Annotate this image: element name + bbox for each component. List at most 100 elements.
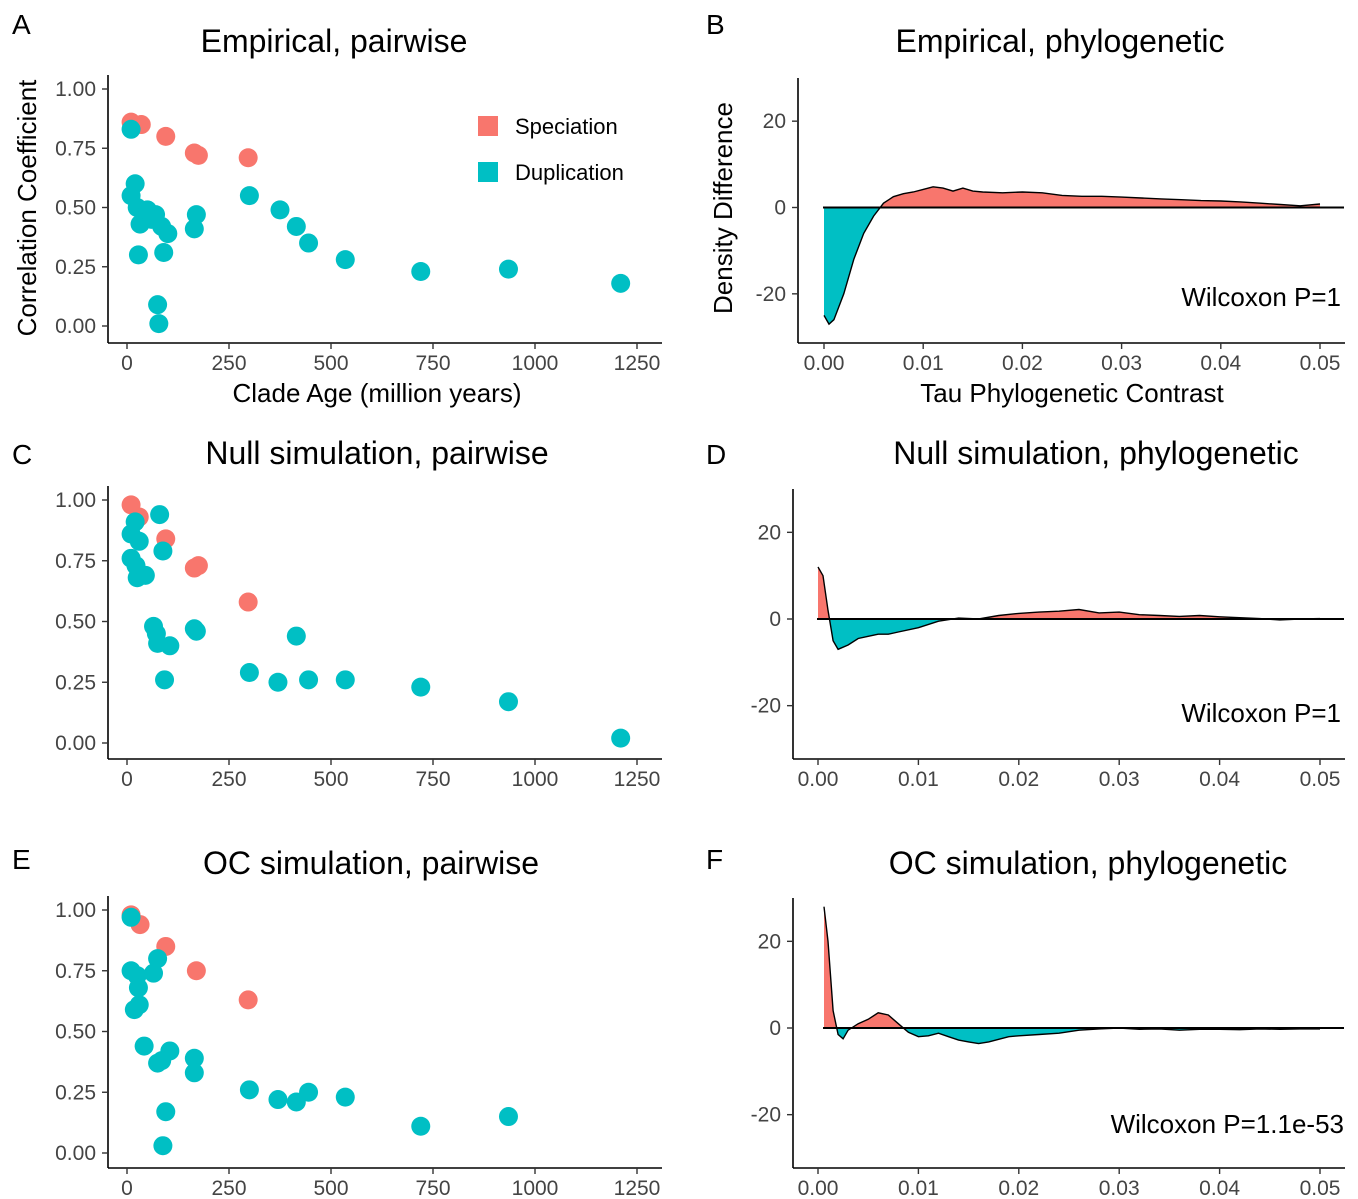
- panel-c-x-tick-label: 750: [415, 768, 450, 791]
- panel-e-point-duplication: [148, 949, 168, 969]
- panel-e-plot: 0 250 500 750 1000 1250 0.00 0.25 0.50 0.75 1.00: [55, 896, 662, 1199]
- panel-f-y-tick-label: -20: [751, 1104, 781, 1127]
- legend-swatch-duplication: [478, 162, 498, 182]
- panel-a-point-speciation: [188, 145, 208, 165]
- panel-d-y-tick-label: -20: [751, 695, 781, 718]
- panel-b-x-tick-label: 0.04: [1200, 352, 1241, 375]
- panel-c-y-tick-label: 0.25: [55, 671, 96, 694]
- panel-e-point-duplication: [134, 1036, 154, 1056]
- panel-c-point-duplication: [150, 505, 170, 525]
- panel-e-y-tick-label: 0.25: [55, 1081, 96, 1104]
- panel-c-point-duplication: [268, 672, 288, 692]
- panel-e-point-duplication: [299, 1082, 319, 1102]
- panel-e-y-tick-label: 0.75: [55, 960, 96, 983]
- panel-e-point-duplication: [239, 1080, 259, 1100]
- panel-a-x-tick-label: 1000: [512, 352, 559, 375]
- panel-a-y-tick-label: 0.75: [55, 137, 96, 160]
- legend-label-duplication: Duplication: [515, 160, 624, 185]
- panel-a-y-tick-label: 0.50: [55, 197, 96, 220]
- panel-e-point-duplication: [129, 995, 149, 1015]
- panel-c-point-duplication: [411, 677, 431, 697]
- panel-a-point-duplication: [286, 216, 306, 236]
- panel-e-point-duplication: [335, 1087, 355, 1107]
- panel-d-annotation: Wilcoxon P=1: [1181, 698, 1341, 728]
- panel-c-x-tick-label: 250: [211, 768, 246, 791]
- panel-f-x-tick-label: 0.02: [998, 1177, 1039, 1199]
- panel-e-point-duplication: [184, 1063, 204, 1083]
- panel-b-x-tick-label: 0.05: [1300, 352, 1341, 375]
- panel-a-title: Empirical, pairwise: [201, 23, 468, 59]
- panel-a-point-duplication: [121, 119, 141, 139]
- panel-e-x-tick-label: 1250: [614, 1177, 661, 1199]
- legend-label-speciation: Speciation: [515, 114, 618, 139]
- panel-label-f: F: [706, 844, 723, 875]
- panel-e-x-tick-label: 1000: [512, 1177, 559, 1199]
- panel-e-point-duplication: [156, 1102, 176, 1122]
- panel-e-point-speciation: [186, 961, 206, 981]
- panel-a-point-duplication: [128, 245, 148, 265]
- panel-d-area-positive: [818, 567, 830, 619]
- panel-a-y-axis-label: Correlation Coefficient: [12, 79, 42, 337]
- panel-b-x-tick-label: 0.03: [1101, 352, 1142, 375]
- panel-d-area-negative: [829, 619, 953, 650]
- panel-f-x-tick-label: 0.04: [1199, 1177, 1240, 1199]
- panel-a-y-tick-label: 0.00: [55, 315, 96, 338]
- panel-c-y-tick-label: 0.00: [55, 732, 96, 755]
- panel-a-x-tick-label: 250: [211, 352, 246, 375]
- panel-a-x-tick-label: 500: [313, 352, 348, 375]
- panel-f-area-positive: [851, 1012, 904, 1028]
- panel-f-x-tick-label: 0.01: [898, 1177, 939, 1199]
- panel-a-x-tick-label: 1250: [614, 352, 661, 375]
- panel-a-point-duplication: [186, 205, 206, 225]
- panel-a-point-speciation: [238, 148, 258, 168]
- panel-f-x-tick-label: 0.03: [1099, 1177, 1140, 1199]
- panel-c-point-duplication: [125, 512, 145, 532]
- panel-e-point-duplication: [498, 1107, 518, 1127]
- panel-e-point-duplication: [153, 1136, 173, 1156]
- panel-e-title: OC simulation, pairwise: [203, 845, 539, 881]
- panel-b-x-tick-label: 0.01: [903, 352, 944, 375]
- panel-c-point-duplication: [155, 670, 175, 690]
- panel-c-title: Null simulation, pairwise: [205, 435, 548, 471]
- panel-b-x-tick-label: 0.00: [804, 352, 845, 375]
- panel-d-density-line: [817, 566, 1321, 651]
- panel-f-annotation: Wilcoxon P=1.1e-53: [1111, 1109, 1344, 1139]
- panel-c-point-duplication: [498, 692, 518, 712]
- panel-label-b: B: [706, 9, 725, 40]
- panel-e-point-duplication: [268, 1090, 288, 1110]
- panel-e-y-tick-label: 0.00: [55, 1142, 96, 1165]
- panel-a-plot: 0 250 500 750 1000 1250 0.00 0.25 0.50 0.75 1.00: [55, 75, 662, 375]
- panel-e-x-tick-label: 250: [211, 1177, 246, 1199]
- panel-a-x-axis-label: Clade Age (million years): [232, 378, 521, 408]
- panel-c-point-duplication: [286, 626, 306, 646]
- panel-b-area-positive: [880, 186, 1320, 208]
- panel-f-x-tick-label: 0.00: [798, 1177, 839, 1199]
- panel-d-x-tick-label: 0.04: [1199, 768, 1240, 791]
- panel-c-point-speciation: [188, 556, 208, 576]
- panel-a-point-duplication: [611, 273, 631, 293]
- panel-e-x-tick-label: 750: [415, 1177, 450, 1199]
- panel-c-point-duplication: [611, 728, 631, 748]
- panel-a-point-duplication: [498, 259, 518, 279]
- panel-b-y-axis-label: Density Difference: [708, 102, 738, 314]
- panel-c-point-duplication: [186, 621, 206, 641]
- panel-a-y-tick-label: 1.00: [55, 78, 96, 101]
- panel-b-density-line: [823, 186, 1321, 326]
- panel-label-c: C: [12, 439, 32, 470]
- panel-a-y-tick-label: 0.25: [55, 256, 96, 279]
- panel-a-point-duplication: [239, 186, 259, 206]
- panel-c-point-duplication: [160, 636, 180, 656]
- panel-c-point-duplication: [239, 663, 259, 683]
- panel-c-point-duplication: [335, 670, 355, 690]
- panel-a-point-duplication: [184, 219, 204, 239]
- panel-b-y-tick-label: -20: [756, 283, 786, 306]
- panel-b-y-tick-label: 20: [763, 110, 786, 133]
- panel-f-y-tick-label: 20: [758, 930, 781, 953]
- panel-c-y-tick-label: 0.50: [55, 611, 96, 634]
- panel-c-x-tick-label: 1250: [614, 768, 661, 791]
- panel-e-point-duplication: [184, 1048, 204, 1068]
- panel-c-x-tick-label: 500: [313, 768, 348, 791]
- panel-d-x-tick-label: 0.03: [1099, 768, 1140, 791]
- panel-c-point-duplication: [153, 541, 173, 561]
- panel-e-point-duplication: [128, 978, 148, 998]
